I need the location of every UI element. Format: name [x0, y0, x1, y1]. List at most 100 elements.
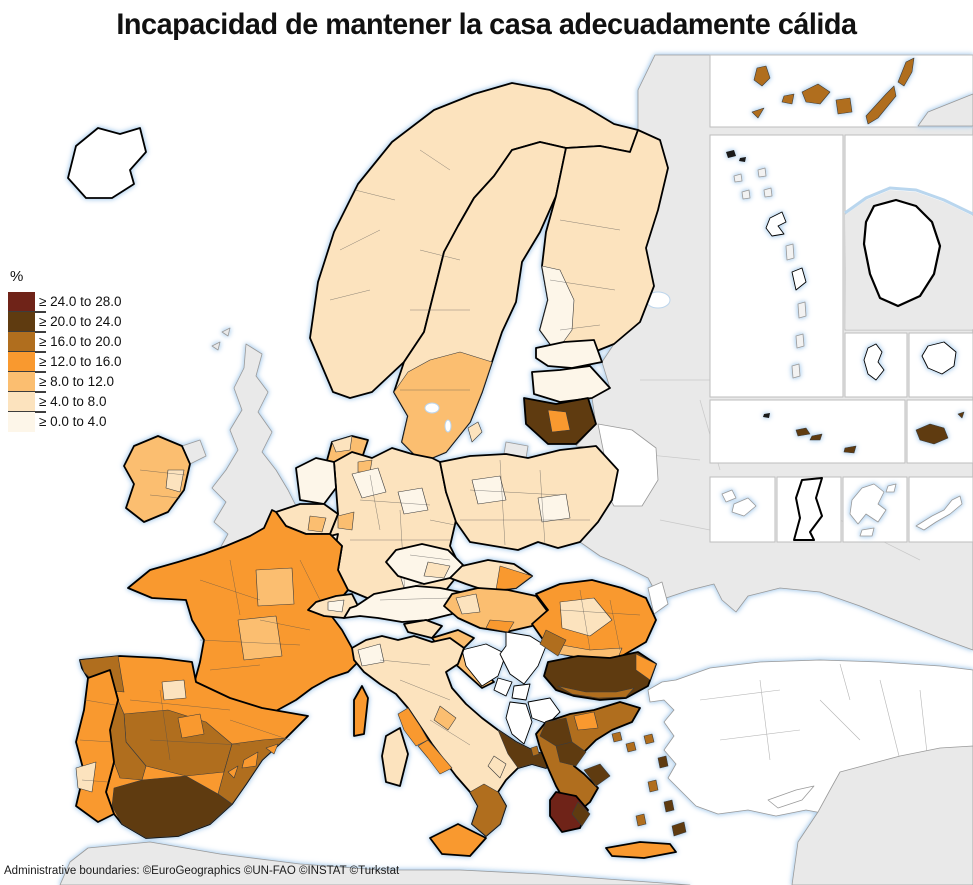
legend-class-label: ≥ 8.0 to 12.0: [39, 374, 114, 389]
region-montenegro: [493, 677, 513, 697]
inset-st-lucia-island: [797, 301, 807, 319]
lake-vanern: [424, 402, 440, 414]
region-lithuania-kaunas: [547, 409, 571, 433]
inset-svalbard-islands: [849, 483, 897, 537]
inset-grenada-island: [791, 363, 801, 379]
region-scotland-isle-1: [221, 327, 231, 337]
inset-canarias-islands: [751, 57, 973, 127]
inset-st-vincent-island: [795, 333, 805, 349]
region-sweden-middle: [393, 351, 493, 463]
region-italy-northwest: [357, 643, 385, 667]
inset-carib-island: [741, 189, 751, 200]
legend-class-label: ≥ 4.0 to 8.0: [39, 394, 107, 409]
region-greece-central: [555, 741, 587, 767]
legend: % ≥ 24.0 to 28.0 ≥ 20.0 to 24.0 ≥ 16.0 t…: [8, 268, 158, 432]
nuts-boundary-lines-portugal: [79, 699, 116, 783]
region-aegean-7: [671, 821, 687, 837]
legend-unit-label: %: [10, 268, 24, 285]
region-romania-southwest: [539, 629, 567, 657]
region-slovenia: [403, 619, 443, 639]
legend-swatch: [8, 352, 35, 372]
legend-row: ≥ 12.0 to 16.0: [8, 352, 158, 373]
inset-caribbean-islands: [726, 150, 807, 379]
region-italy-abruzzo: [433, 705, 457, 731]
inset-saint-martin-island: [726, 150, 736, 158]
legend-row: ≥ 0.0 to 4.0: [8, 412, 158, 432]
region-madrid: [177, 713, 205, 739]
region-aegean-8: [625, 741, 637, 753]
region-czechia-south: [423, 561, 451, 579]
inset-jan-mayen-island: [915, 495, 963, 531]
region-bosnia: [461, 643, 507, 687]
region-finland-sw: [539, 265, 575, 353]
region-iceland: [67, 127, 147, 199]
nuts-boundary-lines-italy: [379, 659, 471, 746]
nuts-boundary-lines-central: [379, 459, 590, 601]
legend-swatch: [8, 312, 35, 332]
inset-carib-island: [763, 187, 773, 198]
legend-class-label: ≥ 16.0 to 20.0: [39, 334, 122, 349]
region-lisboa: [75, 761, 97, 793]
region-aegean-1: [643, 733, 655, 745]
non-eu-boundary-lines-turkey: [699, 663, 931, 781]
region-italy-lazio: [397, 707, 429, 747]
inset-malta-islands: [721, 489, 757, 517]
legend-class-label: ≥ 0.0 to 4.0: [39, 414, 107, 429]
legend-class-label: ≥ 20.0 to 24.0: [39, 314, 122, 329]
region-italy-puglia: [497, 729, 551, 769]
legend-row: ≥ 16.0 to 20.0: [8, 332, 158, 353]
nuts-boundary-lines-france: [199, 559, 321, 671]
region-italy-campania: [417, 739, 453, 775]
region-france-center-north: [255, 567, 295, 607]
inset-canarias-la-gomera-island: [781, 93, 795, 105]
inset-madeira-island: [915, 423, 949, 445]
nuts-boundary-lines-romania: [559, 589, 641, 651]
region-ireland-east: [165, 469, 185, 493]
region-germany-patch-north: [351, 467, 387, 499]
region-crete: [605, 841, 677, 859]
region-bulgaria-south: [557, 685, 635, 699]
inset-canarias-tenerife-island: [801, 83, 831, 105]
region-north-macedonia: [527, 697, 561, 725]
inset-acores-island: [795, 427, 811, 437]
region-belgium-east: [307, 515, 327, 533]
legend-row: ≥ 20.0 to 24.0: [8, 312, 158, 333]
lake-vattern: [444, 419, 452, 433]
region-france-center-south: [237, 615, 283, 661]
legend-swatch: [8, 412, 35, 432]
region-bulgaria-east: [635, 653, 657, 681]
region-germany-patch-center: [397, 487, 429, 515]
region-netherlands: [295, 457, 337, 505]
inset-reunion-islands: [921, 341, 957, 375]
legend-swatch: [8, 292, 35, 312]
inset-acores-island: [809, 433, 823, 441]
inset-malta-island: [731, 497, 757, 517]
legend-class-label: ≥ 12.0 to 16.0: [39, 354, 122, 369]
region-aegean-6: [611, 731, 623, 743]
region-poland-patch-west: [471, 475, 507, 505]
region-kosovo: [511, 683, 531, 701]
region-africa: [59, 841, 691, 885]
inset-canarias-fuerteventura-island: [865, 85, 897, 125]
inset-panel-caribbean: [709, 134, 844, 398]
legend-row: ≥ 4.0 to 8.0: [8, 392, 158, 413]
inset-reunion-island: [921, 341, 957, 375]
region-poland: [439, 445, 619, 551]
region-cyprus: [767, 785, 815, 809]
region-andalucia: [111, 775, 233, 839]
region-aegean-3: [647, 779, 659, 793]
inset-dominica-island: [785, 243, 795, 261]
inset-panel-jan-mayen: [908, 476, 973, 543]
region-gotland: [467, 421, 483, 443]
legend-swatch: [8, 372, 35, 392]
region-germany-ruhr: [337, 511, 355, 531]
region-sardinia: [381, 727, 409, 787]
inset-canarias-lanzarote-island: [897, 57, 915, 87]
inset-carib-speck: [739, 157, 746, 162]
region-aegean-2: [657, 755, 669, 769]
region-corsica: [353, 685, 369, 737]
nuts-boundary-lines-ireland: [139, 469, 186, 499]
region-sicily: [429, 823, 487, 857]
inset-panels: [709, 54, 973, 543]
